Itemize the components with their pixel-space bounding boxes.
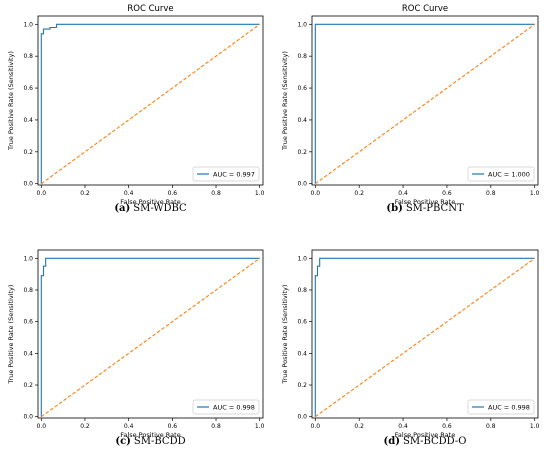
roc-panel-1: ROC Curve 0.0 0.2 0.4 0.6 0.8 1.0 0.0 0.2 0.4 0.6 0… — [281, 4, 540, 214]
caption-letter: (a) — [114, 203, 130, 214]
x-tick-label: 0.8 — [486, 423, 496, 430]
y-tick-label: 1.0 — [297, 255, 307, 262]
y-tick-label: 0.0 — [297, 181, 307, 188]
y-tick-label: 0.6 — [297, 319, 307, 326]
x-tick-label: 0.2 — [80, 423, 90, 430]
y-tick-label: 0.4 — [23, 350, 33, 357]
y-tick-label: 1.0 — [23, 255, 33, 262]
y-tick-label: 0.6 — [297, 85, 307, 92]
caption-name: SM-WDBC — [133, 203, 187, 214]
y-tick-label: 0.6 — [23, 85, 33, 92]
y-tick-label: 0.0 — [297, 414, 307, 421]
roc-curve-line — [40, 257, 260, 417]
y-tick-label: 0.8 — [23, 287, 33, 294]
y-tick-label: 0.8 — [297, 53, 307, 60]
x-axis-label: False Positive Rate — [395, 431, 455, 439]
roc-panel-0: ROC Curve 0.0 0.2 0.4 0.6 0.8 1.0 0.0 0.2 0.4 0.6 0… — [7, 4, 265, 214]
x-tick-label: 0.0 — [311, 190, 321, 197]
x-tick-label: 0.8 — [211, 190, 221, 197]
x-tick-label: 0.6 — [442, 423, 452, 430]
x-axis-label: False Positive Rate — [120, 198, 180, 206]
caption-letter: (b) — [386, 203, 402, 214]
x-tick-label: 0.6 — [168, 423, 178, 430]
x-tick-label: 0.0 — [37, 423, 47, 430]
x-tick-label: 0.8 — [211, 423, 221, 430]
caption-letter: (d) — [384, 436, 400, 447]
x-tick-label: 0.4 — [124, 423, 134, 430]
caption-letter: (c) — [115, 436, 131, 447]
y-tick-label: 0.0 — [23, 181, 33, 188]
legend-box — [192, 399, 260, 415]
y-tick-label: 0.8 — [23, 53, 33, 60]
plot-frame — [37, 15, 264, 186]
x-tick-label: 1.0 — [255, 423, 265, 430]
y-tick-label: 0.8 — [297, 287, 307, 294]
chance-diagonal-line — [314, 257, 536, 418]
y-tick-label: 0.4 — [297, 350, 307, 357]
x-tick-label: 0.2 — [80, 190, 90, 197]
caption-name: SM-PBCNT — [406, 203, 464, 214]
y-tick-label: 0.2 — [23, 382, 33, 389]
caption-name: SM-BCDD-O — [403, 436, 466, 447]
roc-curve-line — [314, 257, 535, 417]
x-tick-label: 1.0 — [530, 423, 540, 430]
x-axis-label: False Positive Rate — [395, 198, 455, 206]
panel-caption: (c) SM-BCDD — [115, 436, 185, 447]
y-tick-label: 0.4 — [23, 117, 33, 124]
x-tick-label: 1.0 — [530, 190, 540, 197]
y-tick-label: 0.2 — [297, 382, 307, 389]
y-tick-label: 1.0 — [297, 21, 307, 28]
x-tick-label: 0.2 — [354, 423, 364, 430]
legend-box — [467, 166, 535, 182]
y-tick-label: 0.2 — [297, 149, 307, 156]
legend: AUC = 0.998 — [467, 399, 535, 415]
panel-caption: (a) SM-WDBC — [114, 203, 187, 214]
x-tick-label: 0.4 — [398, 423, 408, 430]
roc-panel-3: 0.0 0.2 0.4 0.6 0.8 1.0 0.0 0.2 0.4 0.6 0.8 1.0 Fals… — [281, 249, 540, 447]
legend-label: AUC = 0.998 — [488, 403, 530, 411]
legend-label: AUC = 0.998 — [213, 403, 255, 411]
legend: AUC = 0.998 — [192, 399, 260, 415]
chance-diagonal-line — [40, 23, 261, 185]
y-axis-label: True Positive Rate (Sensitivity) — [281, 51, 289, 151]
roc-curve-line — [40, 23, 260, 184]
y-tick-label: 0.4 — [297, 117, 307, 124]
chance-diagonal-line — [314, 23, 536, 185]
y-tick-label: 0.6 — [23, 319, 33, 326]
panel-caption: (d) SM-BCDD-O — [384, 436, 467, 447]
roc-curve-line — [314, 23, 535, 184]
caption-name: SM-BCDD — [134, 436, 186, 447]
legend-label: AUC = 0.997 — [213, 170, 255, 178]
plot-frame — [311, 249, 539, 419]
roc-panel-2: 0.0 0.2 0.4 0.6 0.8 1.0 0.0 0.2 0.4 0.6 0.8 1.0 Fals… — [7, 249, 265, 447]
x-tick-label: 0.6 — [442, 190, 452, 197]
legend-label: AUC = 1.000 — [488, 170, 530, 178]
x-tick-label: 0.0 — [311, 423, 321, 430]
chart-title: ROC Curve — [127, 4, 173, 14]
y-axis-label: True Positive Rate (Sensitivity) — [7, 285, 15, 385]
x-tick-label: 0.4 — [398, 190, 408, 197]
x-tick-label: 1.0 — [255, 190, 265, 197]
x-tick-label: 0.2 — [354, 190, 364, 197]
legend: AUC = 0.997 — [192, 166, 260, 182]
chart-title: ROC Curve — [402, 4, 448, 14]
x-axis-label: False Positive Rate — [120, 431, 180, 439]
y-axis-label: True Positive Rate (Sensitivity) — [7, 51, 15, 151]
chance-diagonal-line — [40, 257, 261, 418]
x-tick-label: 0.0 — [37, 190, 47, 197]
y-axis-label: True Positive Rate (Sensitivity) — [281, 285, 289, 385]
y-tick-label: 0.0 — [23, 414, 33, 421]
plot-frame — [37, 249, 264, 419]
legend-box — [467, 399, 535, 415]
plot-frame — [311, 15, 539, 186]
panel-caption: (b) SM-PBCNT — [386, 203, 464, 214]
x-tick-label: 0.8 — [486, 190, 496, 197]
legend-box — [192, 166, 260, 182]
x-tick-label: 0.4 — [124, 190, 134, 197]
y-tick-label: 0.2 — [23, 149, 33, 156]
legend: AUC = 1.000 — [467, 166, 535, 182]
y-tick-label: 1.0 — [23, 21, 33, 28]
x-tick-label: 0.6 — [168, 190, 178, 197]
